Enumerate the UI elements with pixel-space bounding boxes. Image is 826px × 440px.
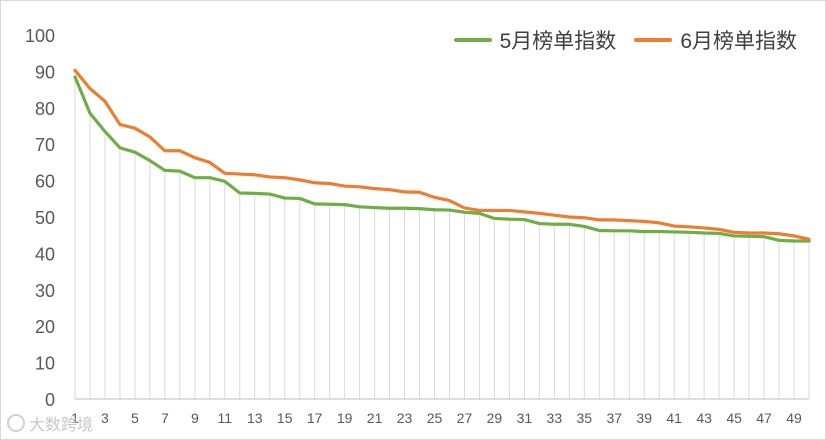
legend: 5月榜单指数 6月榜单指数 — [453, 25, 797, 55]
y-tick-label-10: 10 — [35, 354, 55, 374]
x-tick-label-31: 31 — [517, 410, 533, 426]
x-tick-label-19: 19 — [337, 410, 353, 426]
x-tick-label-35: 35 — [577, 410, 593, 426]
x-tick-label-25: 25 — [427, 410, 443, 426]
x-tick-label-47: 47 — [756, 410, 772, 426]
legend-label: 6月榜单指数 — [680, 30, 797, 53]
x-tick-label-49: 49 — [786, 410, 802, 426]
legend-swatch-green — [453, 38, 492, 42]
legend-item-series-1: 5月榜单指数 — [453, 25, 617, 55]
x-tick-label-39: 39 — [636, 410, 652, 426]
x-tick-label-7: 7 — [161, 410, 169, 426]
x-tick-label-21: 21 — [367, 410, 383, 426]
y-tick-label-90: 90 — [35, 62, 55, 82]
y-tick-label-20: 20 — [35, 317, 55, 337]
x-tick-label-5: 5 — [131, 410, 139, 426]
x-tick-label-33: 33 — [547, 410, 563, 426]
series-line-2 — [73, 68, 811, 241]
y-tick-label-80: 80 — [35, 99, 55, 119]
x-tick-label-17: 17 — [307, 410, 323, 426]
watermark-text: 大数跨境 — [29, 417, 94, 434]
y-tick-label-60: 60 — [35, 172, 55, 192]
y-tick-label-40: 40 — [35, 244, 55, 264]
x-tick-label-27: 27 — [457, 410, 473, 426]
y-tick-label-30: 30 — [35, 281, 55, 301]
x-tick-label-15: 15 — [277, 410, 293, 426]
y-tick-label-0: 0 — [45, 390, 55, 410]
watermark: 大数跨境 — [7, 411, 93, 435]
legend-item-series-2: 6月榜单指数 — [634, 25, 797, 55]
y-tick-label-50: 50 — [35, 208, 55, 228]
watermark-logo-icon — [7, 414, 25, 432]
x-tick-label-29: 29 — [487, 410, 503, 426]
legend-swatch-orange — [634, 38, 673, 42]
x-tick-labels: 1 3 5 7 9 11 13 15 17 19 21 23 25 27 29 31 33 35 37 39 41 43 4… — [71, 410, 802, 426]
series-lines — [73, 68, 811, 243]
y-tick-label-100: 100 — [25, 26, 55, 46]
grid-lines — [74, 76, 810, 399]
x-tick-label-41: 41 — [666, 410, 682, 426]
x-tick-label-37: 37 — [606, 410, 622, 426]
x-tick-label-13: 13 — [247, 410, 263, 426]
x-tick-label-23: 23 — [397, 410, 413, 426]
x-tick-label-43: 43 — [696, 410, 712, 426]
x-tick-label-9: 9 — [191, 410, 199, 426]
x-tick-label-45: 45 — [726, 410, 742, 426]
x-tick-label-11: 11 — [218, 410, 233, 426]
x-tick-label-3: 3 — [101, 410, 109, 426]
legend-label: 5月榜单指数 — [499, 30, 617, 53]
y-tick-label-70: 70 — [35, 135, 55, 155]
x-tick-label-1: 1 — [71, 410, 79, 426]
y-tick-labels: 0 10 20 30 40 50 60 70 80 90 100 — [25, 26, 55, 410]
series-line-1 — [73, 75, 811, 243]
